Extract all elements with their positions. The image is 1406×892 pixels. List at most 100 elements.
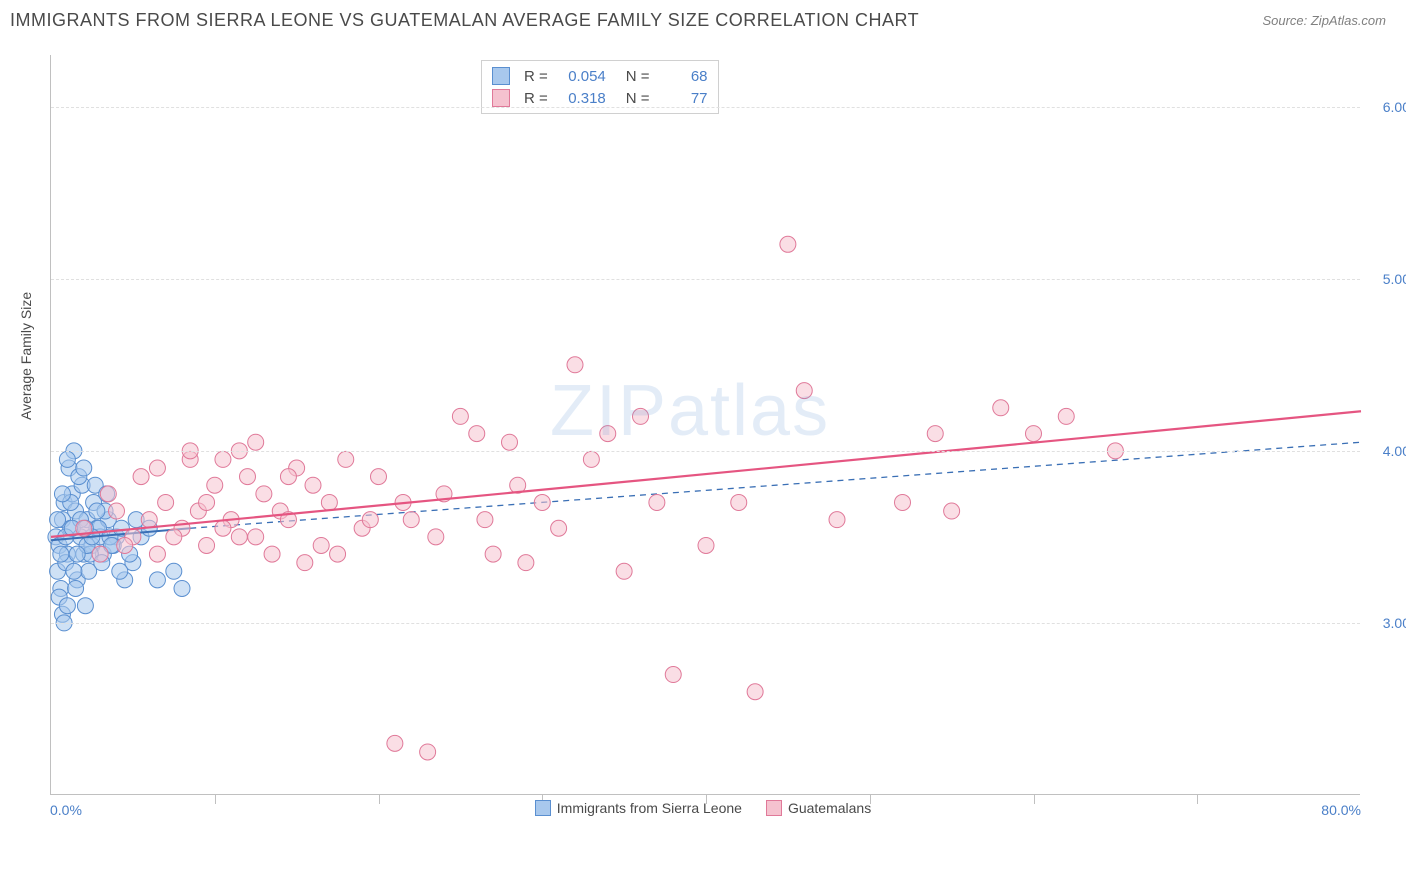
scatter-point (54, 486, 70, 502)
scatter-point (199, 537, 215, 553)
y-axis-label: Average Family Size (18, 292, 34, 420)
scatter-point (477, 512, 493, 528)
scatter-point (1026, 426, 1042, 442)
scatter-point (371, 469, 387, 485)
scatter-point (420, 744, 436, 760)
scatter-point (100, 486, 116, 502)
scatter-point (665, 667, 681, 683)
scatter-point (518, 555, 534, 571)
scatter-point (747, 684, 763, 700)
scatter-point (551, 520, 567, 536)
scatter-point (207, 477, 223, 493)
y-tick-label: 6.00 (1383, 99, 1406, 115)
scatter-point (59, 451, 75, 467)
scatter-point (534, 494, 550, 510)
scatter-point (452, 408, 468, 424)
scatter-point (166, 529, 182, 545)
scatter-point (215, 520, 231, 536)
gridline (51, 279, 1360, 280)
scatter-point (133, 469, 149, 485)
scatter-point (338, 451, 354, 467)
n-value: 68 (658, 68, 708, 85)
scatter-point (231, 529, 247, 545)
gridline (51, 451, 1360, 452)
chart-header: IMMIGRANTS FROM SIERRA LEONE VS GUATEMAL… (0, 0, 1406, 36)
scatter-point (362, 512, 378, 528)
scatter-point (649, 494, 665, 510)
scatter-point (59, 598, 75, 614)
scatter-point (50, 512, 66, 528)
scatter-point (944, 503, 960, 519)
scatter-point (927, 426, 943, 442)
scatter-point (76, 460, 92, 476)
y-tick-label: 3.00 (1383, 615, 1406, 631)
y-tick-label: 4.00 (1383, 443, 1406, 459)
scatter-point (313, 537, 329, 553)
plot-area: R =0.054N =68R =0.318N =77 3.004.005.006… (50, 55, 1360, 795)
scatter-point (77, 598, 93, 614)
scatter-point (583, 451, 599, 467)
scatter-point (780, 236, 796, 252)
scatter-point (166, 563, 182, 579)
gridline (51, 623, 1360, 624)
scatter-point (174, 580, 190, 596)
scatter-point (698, 537, 714, 553)
scatter-point (403, 512, 419, 528)
stats-row: R =0.054N =68 (492, 65, 708, 87)
scatter-point (141, 512, 157, 528)
scatter-point (502, 434, 518, 450)
scatter-point (109, 503, 125, 519)
scatter-point (248, 529, 264, 545)
legend-label: Immigrants from Sierra Leone (557, 800, 742, 816)
scatter-point (387, 735, 403, 751)
bottom-legend: Immigrants from Sierra Leone Guatemalans (0, 800, 1406, 819)
legend-label: Guatemalans (788, 800, 871, 816)
scatter-point (69, 546, 85, 562)
scatter-point (112, 563, 128, 579)
scatter-point (280, 469, 296, 485)
scatter-point (297, 555, 313, 571)
scatter-point (633, 408, 649, 424)
legend-item: Guatemalans (766, 800, 871, 816)
scatter-point (256, 486, 272, 502)
scatter-point (199, 494, 215, 510)
scatter-point (895, 494, 911, 510)
scatter-point (305, 477, 321, 493)
scatter-point (485, 546, 501, 562)
scatter-point (600, 426, 616, 442)
scatter-svg (51, 55, 1361, 795)
legend-swatch (492, 89, 510, 107)
scatter-point (796, 383, 812, 399)
scatter-point (1058, 408, 1074, 424)
r-label: R = (524, 68, 548, 85)
scatter-point (92, 546, 108, 562)
legend-swatch (492, 67, 510, 85)
scatter-point (68, 580, 84, 596)
gridline (51, 107, 1360, 108)
r-label: R = (524, 90, 548, 107)
chart-title: IMMIGRANTS FROM SIERRA LEONE VS GUATEMAL… (10, 10, 919, 31)
scatter-point (149, 546, 165, 562)
scatter-point (567, 357, 583, 373)
scatter-point (264, 546, 280, 562)
scatter-point (158, 494, 174, 510)
scatter-point (66, 563, 82, 579)
scatter-point (731, 494, 747, 510)
scatter-point (248, 434, 264, 450)
scatter-point (240, 469, 256, 485)
n-value: 77 (658, 90, 708, 107)
scatter-point (428, 529, 444, 545)
scatter-point (469, 426, 485, 442)
scatter-point (829, 512, 845, 528)
r-value: 0.318 (556, 90, 606, 107)
scatter-point (149, 460, 165, 476)
scatter-point (330, 546, 346, 562)
source-attribution: Source: ZipAtlas.com (1262, 13, 1386, 28)
legend-item: Immigrants from Sierra Leone (535, 800, 742, 816)
n-label: N = (626, 68, 650, 85)
scatter-point (53, 546, 69, 562)
scatter-point (321, 494, 337, 510)
scatter-point (215, 451, 231, 467)
scatter-point (149, 572, 165, 588)
scatter-point (993, 400, 1009, 416)
